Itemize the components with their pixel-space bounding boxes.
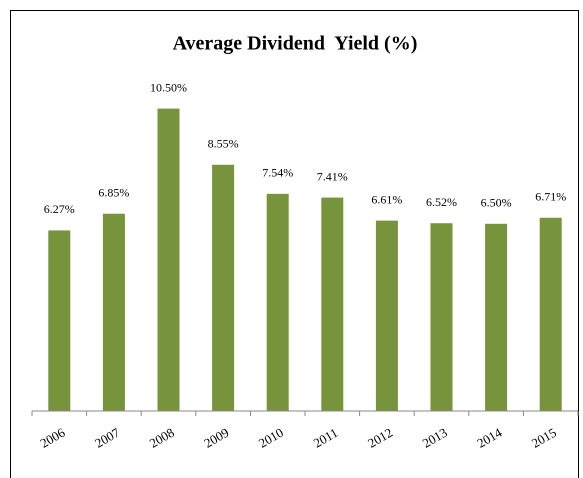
chart-title: Average Dividend Yield (%) xyxy=(173,33,418,55)
bar xyxy=(212,164,235,411)
data-label: 6.27% xyxy=(44,202,75,216)
data-label: 6.61% xyxy=(371,192,402,206)
bar xyxy=(266,193,289,411)
bar xyxy=(375,220,398,411)
bar xyxy=(539,217,562,411)
bar xyxy=(48,230,71,411)
bar xyxy=(485,223,508,411)
data-label: 7.54% xyxy=(262,166,293,180)
data-label: 10.50% xyxy=(150,80,187,94)
data-label: 6.71% xyxy=(535,190,566,204)
data-label: 6.50% xyxy=(481,196,512,210)
data-label: 8.55% xyxy=(208,137,239,151)
data-label: 7.41% xyxy=(317,169,348,183)
bar xyxy=(157,108,180,411)
bar xyxy=(430,223,453,411)
bar xyxy=(321,197,344,411)
data-label: 6.52% xyxy=(426,195,457,209)
data-label: 6.85% xyxy=(98,185,129,199)
bar xyxy=(102,213,125,411)
